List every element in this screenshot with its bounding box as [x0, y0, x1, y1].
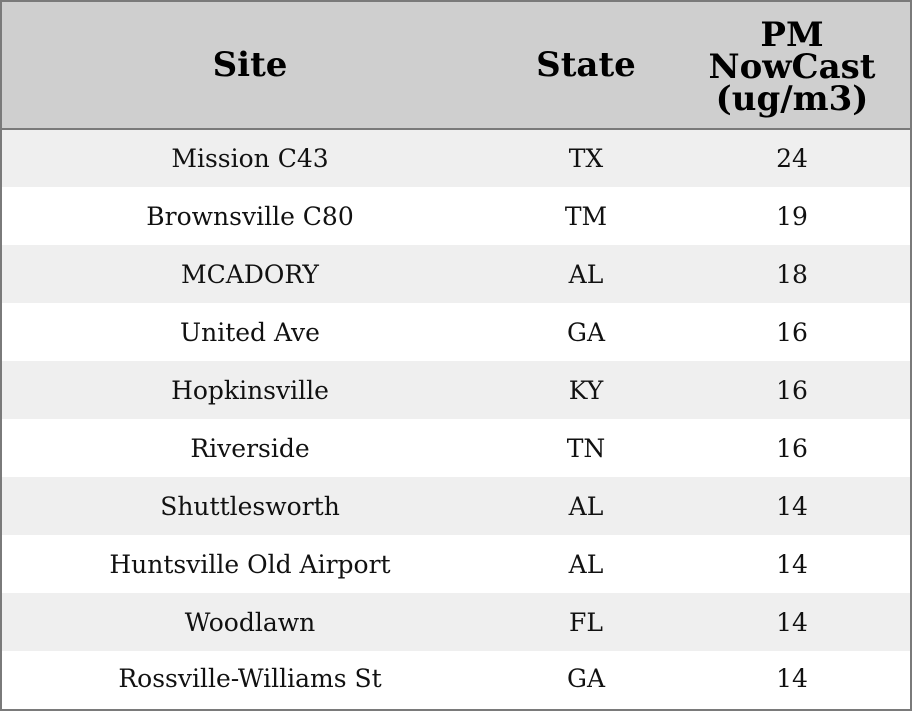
cell-state: TX	[568, 144, 604, 173]
cell-pm: 19	[776, 201, 808, 231]
cell-site: Huntsville Old Airport	[109, 549, 391, 579]
cell-site: Brownsville C80	[146, 201, 354, 231]
header-pm-line2: NowCast	[708, 47, 876, 87]
cell-site: United Ave	[180, 317, 320, 347]
table-row: Huntsville Old Airport AL 14	[2, 535, 910, 593]
cell-state: AL	[568, 549, 604, 579]
table-body: Mission C43 TX 24 Brownsville C80 TM 19 …	[2, 129, 910, 706]
cell-state: AL	[568, 491, 604, 521]
cell-site: Hopkinsville	[171, 375, 329, 405]
cell-site: Mission C43	[171, 144, 329, 173]
cell-state: AL	[568, 259, 604, 289]
table-row: Woodlawn FL 14	[2, 593, 910, 651]
table-row: MCADORY AL 18	[2, 245, 910, 303]
cell-pm: 14	[776, 549, 808, 579]
cell-state: GA	[566, 664, 606, 693]
cell-state: KY	[568, 375, 604, 405]
header-pm-line1: PM	[760, 15, 824, 55]
header-state: State	[498, 2, 674, 130]
cell-site: Shuttlesworth	[160, 491, 340, 521]
header-pm-nowcast: PM NowCast (ug/m3)	[674, 2, 910, 130]
cell-state: TN	[566, 433, 606, 463]
cell-pm: 16	[776, 317, 808, 347]
cell-pm: 14	[776, 664, 808, 693]
table-row: Shuttlesworth AL 14	[2, 477, 910, 535]
cell-site: Woodlawn	[184, 607, 316, 637]
cell-pm: 16	[776, 433, 808, 463]
cell-state: GA	[566, 317, 606, 347]
table-header: Site State PM NowCast (ug/m3)	[2, 2, 910, 130]
cell-site: Riverside	[190, 433, 310, 463]
cell-site: MCADORY	[181, 259, 319, 289]
table-row: Riverside TN 16	[2, 419, 910, 477]
table-row: Mission C43 TX 24	[2, 129, 910, 187]
cell-state: FL	[569, 607, 603, 637]
cell-state: TM	[564, 201, 608, 231]
table-row: Brownsville C80 TM 19	[2, 187, 910, 245]
cell-pm: 14	[776, 491, 808, 521]
header-site: Site	[2, 2, 498, 130]
cell-pm: 18	[776, 259, 808, 289]
cell-pm: 16	[776, 375, 808, 405]
cell-pm: 14	[776, 607, 808, 637]
header-pm-line3: (ug/m3)	[715, 79, 869, 119]
table-row: Hopkinsville KY 16	[2, 361, 910, 419]
table-row: Rossville-Williams St GA 14	[2, 651, 910, 706]
cell-site: Rossville-Williams St	[118, 664, 382, 693]
header-row: Site State PM NowCast (ug/m3)	[2, 2, 910, 130]
table-row: United Ave GA 16	[2, 303, 910, 361]
cell-pm: 24	[776, 144, 808, 173]
